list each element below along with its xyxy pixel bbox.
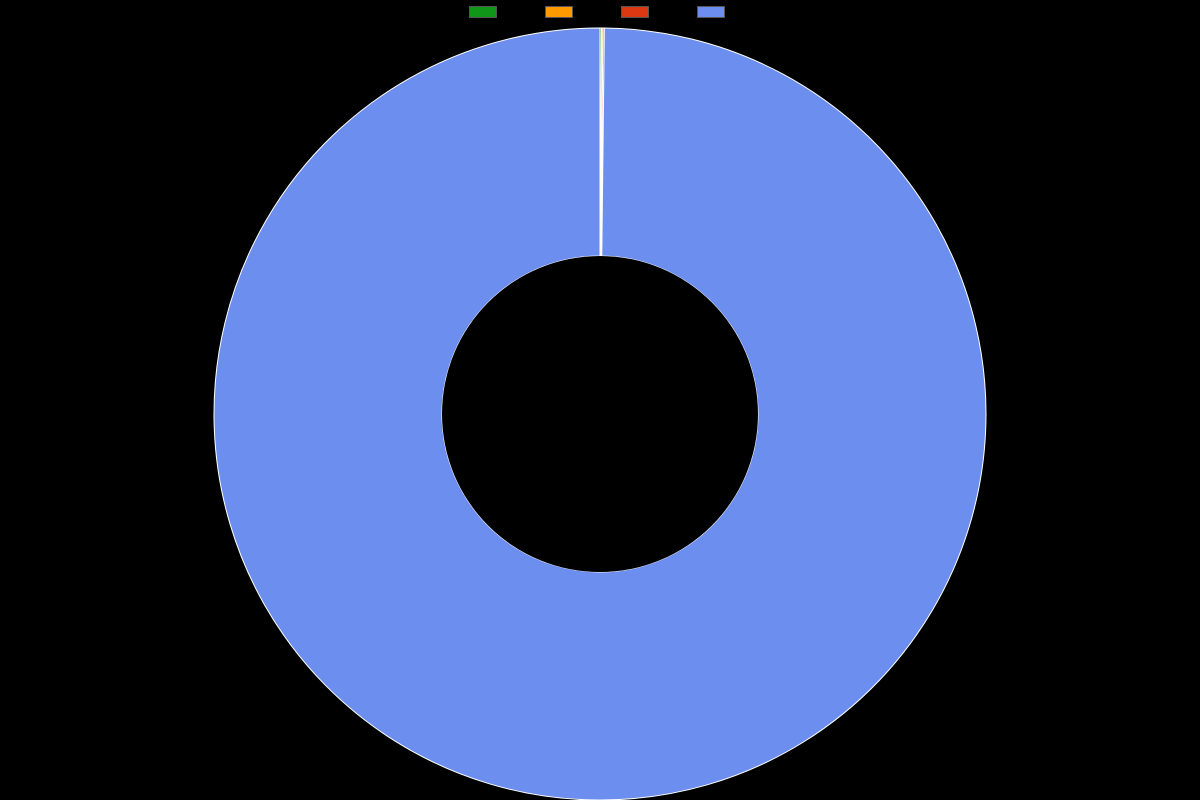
- donut-chart: [0, 0, 1200, 800]
- chart-stage: [0, 0, 1200, 800]
- donut-hole: [442, 256, 758, 572]
- donut-svg: [0, 0, 1200, 800]
